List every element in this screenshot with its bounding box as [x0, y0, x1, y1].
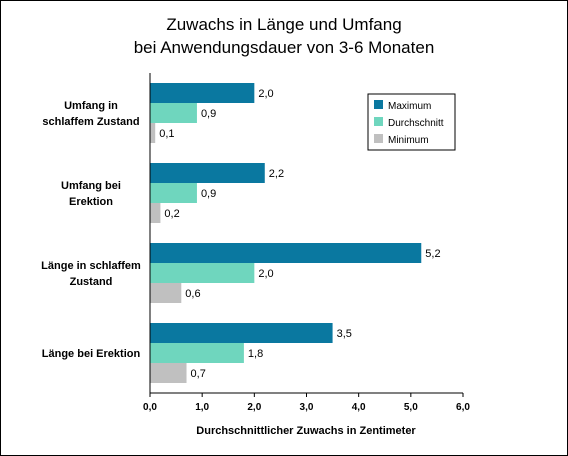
data-label: 2,0: [258, 88, 273, 100]
bar-maximum: [150, 323, 333, 343]
legend-swatch-maximum: [374, 100, 383, 109]
category-label: schlaffem Zustand: [42, 116, 139, 128]
x-tick-label: 4,0: [352, 402, 366, 413]
data-label: 5,2: [425, 248, 440, 260]
category-label: Umfang in: [64, 100, 118, 112]
bar-maximum: [150, 243, 422, 263]
bar-durchschnitt: [150, 183, 197, 203]
data-label: 0,6: [185, 288, 200, 300]
bar-minimum: [150, 363, 187, 383]
legend-swatch-durchschnitt: [374, 117, 383, 126]
chart-title-line-2: bei Anwendungsdauer von 3-6 Monaten: [134, 38, 435, 57]
x-axis-title: Durchschnittlicher Zuwachs in Zentimeter: [196, 425, 416, 437]
bar-maximum: [150, 163, 265, 183]
plot-area: 2,0 0,9 0,1 Umfang in schlaffem Zustand 2,2 0,…: [41, 73, 470, 413]
data-label: 2,0: [258, 268, 273, 280]
data-label: 0,9: [201, 108, 216, 120]
x-tick-label: 6,0: [456, 402, 470, 413]
legend-label: Maximum: [388, 101, 431, 112]
bar-durchschnitt: [150, 343, 244, 363]
x-tick-label: 2,0: [247, 402, 261, 413]
bar-maximum: [150, 83, 255, 103]
data-label: 0,1: [159, 128, 174, 140]
legend-swatch-minimum: [374, 134, 383, 143]
x-tick-label: 1,0: [195, 402, 209, 413]
category-label: Länge in schlaffem: [41, 260, 141, 272]
x-tick-label: 0,0: [143, 402, 157, 413]
data-label: 1,8: [248, 348, 263, 360]
bar-minimum: [150, 283, 182, 303]
bar-durchschnitt: [150, 103, 197, 123]
category-label: Erektion: [69, 196, 113, 208]
data-label: 2,2: [269, 168, 284, 180]
data-label: 0,2: [164, 208, 179, 220]
data-label: 0,9: [201, 188, 216, 200]
bar-minimum: [150, 123, 156, 143]
data-label: 0,7: [191, 368, 206, 380]
category-label: Umfang bei: [61, 180, 121, 192]
legend: Maximum Durchschnitt Minimum: [367, 93, 456, 151]
bar-minimum: [150, 203, 161, 223]
category-label: Zustand: [70, 276, 113, 288]
chart-title-line-1: Zuwachs in Länge und Umfang: [166, 15, 401, 34]
category-label: Länge bei Erektion: [42, 348, 141, 360]
x-tick-label: 3,0: [300, 402, 314, 413]
x-tick-label: 5,0: [404, 402, 418, 413]
data-label: 3,5: [337, 328, 352, 340]
bar-durchschnitt: [150, 263, 255, 283]
legend-label: Durchschnitt: [388, 118, 444, 129]
legend-label: Minimum: [388, 135, 429, 146]
